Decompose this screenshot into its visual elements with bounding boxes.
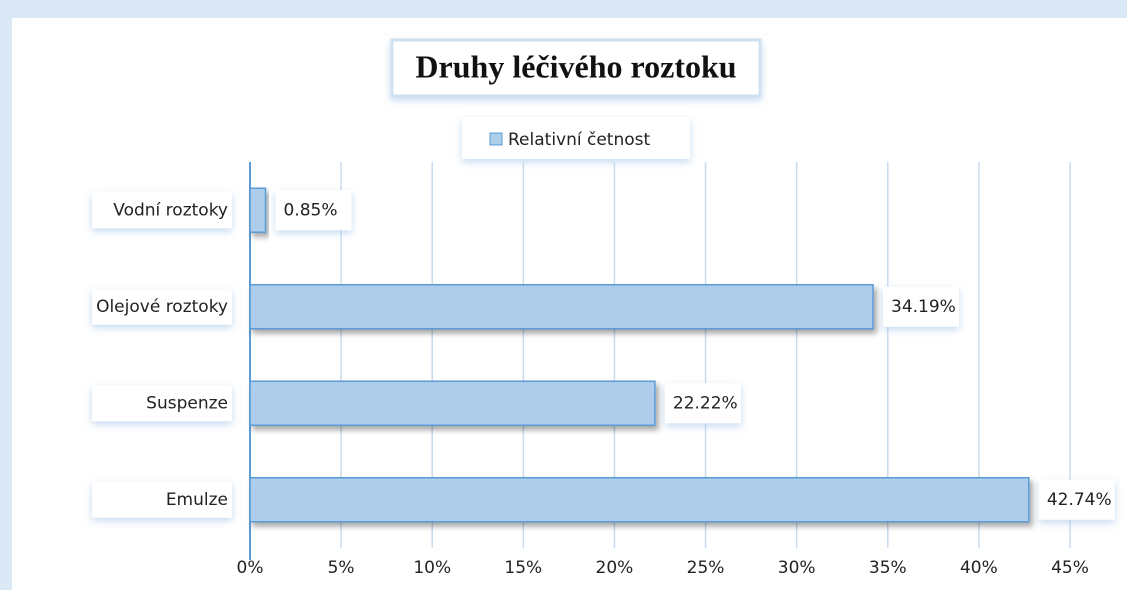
legend-label: Relativní četnost bbox=[508, 130, 651, 150]
data-label-box bbox=[664, 383, 741, 424]
x-tick-label: 10% bbox=[413, 558, 451, 578]
category-label-box bbox=[92, 385, 232, 422]
category-label-box bbox=[92, 288, 232, 325]
category-label-box bbox=[92, 481, 232, 518]
data-label: 22.22% bbox=[673, 393, 738, 413]
x-tick-label: 25% bbox=[687, 558, 725, 578]
x-tick-label: 5% bbox=[328, 558, 355, 578]
data-label-box bbox=[1038, 479, 1115, 520]
title-box bbox=[390, 38, 762, 98]
category-label-box bbox=[92, 192, 232, 229]
y-tick-label: Olejové roztoky bbox=[96, 297, 228, 317]
y-tick-label: Suspenze bbox=[146, 393, 228, 413]
data-label: 34.19% bbox=[891, 297, 956, 317]
x-tick-label: 40% bbox=[960, 558, 998, 578]
x-tick-label: 15% bbox=[504, 558, 542, 578]
data-label: 42.74% bbox=[1047, 490, 1112, 510]
y-tick-label: Emulze bbox=[166, 490, 228, 510]
legend-swatch bbox=[489, 132, 503, 146]
x-tick-label: 35% bbox=[869, 558, 907, 578]
x-tick-label: 30% bbox=[778, 558, 816, 578]
x-tick-label: 45% bbox=[1051, 558, 1089, 578]
bar bbox=[249, 187, 267, 233]
y-tick-label: Vodní roztoky bbox=[113, 200, 228, 220]
data-label-box bbox=[883, 286, 960, 327]
data-label: 0.85% bbox=[283, 200, 337, 220]
bar bbox=[249, 477, 1030, 523]
chart-title: Druhy léčivého roztoku bbox=[415, 48, 736, 84]
x-tick-label: 20% bbox=[596, 558, 634, 578]
data-label-box bbox=[275, 190, 352, 231]
bar bbox=[249, 284, 874, 330]
bar bbox=[249, 380, 656, 426]
x-tick-label: 0% bbox=[237, 558, 264, 578]
